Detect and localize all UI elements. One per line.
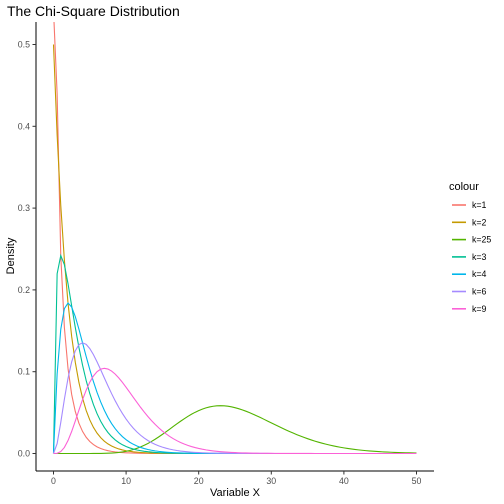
x-tick-label: 50 — [412, 476, 422, 486]
series-line-k-4 — [52, 302, 417, 455]
legend-items: k=1 k=2 k=25 k=3 k=4 k=6 k=9 — [452, 200, 491, 314]
x-tick-label: 20 — [194, 476, 204, 486]
legend-label-k-2: k=2 — [472, 217, 487, 227]
x-tick-label: 30 — [266, 476, 276, 486]
x-tick-label: 40 — [339, 476, 349, 486]
y-ticks: 0.0 0.1 0.2 0.3 0.4 0.5 — [18, 40, 36, 459]
y-tick-label: 0.2 — [18, 285, 30, 295]
series-line-k-25 — [53, 405, 417, 455]
x-axis-title: Variable X — [210, 487, 261, 499]
chart-title: The Chi-Square Distribution — [7, 3, 180, 19]
series-line-k-2 — [52, 44, 417, 455]
y-tick-label: 0.5 — [18, 40, 30, 50]
y-tick-label: 0.4 — [18, 121, 30, 131]
series-line-k-9 — [53, 367, 417, 455]
legend-label-k-25: k=25 — [472, 235, 491, 245]
legend-label-k-3: k=3 — [472, 252, 487, 262]
x-tick-label: 0 — [51, 476, 56, 486]
legend-label-k-1: k=1 — [472, 200, 487, 210]
y-tick-label: 0.3 — [18, 203, 30, 213]
plot-area: 0 10 20 30 40 50 0.0 0.1 0.2 0.3 0.4 0.5 — [18, 22, 434, 486]
series-line-k-6 — [52, 342, 417, 455]
y-axis-title: Density — [5, 237, 17, 274]
legend-label-k-6: k=6 — [472, 287, 487, 297]
legend-label-k-9: k=9 — [472, 304, 487, 314]
series-line-k-3 — [52, 253, 417, 455]
x-tick-label: 10 — [121, 476, 131, 486]
legend-label-k-4: k=4 — [472, 269, 487, 279]
x-ticks: 0 10 20 30 40 50 — [51, 471, 421, 486]
y-tick-label: 0.1 — [18, 367, 30, 377]
series-group — [52, 22, 417, 455]
legend: colour k=1 k=2 k=25 k=3 k=4 k=6 k=9 — [449, 181, 491, 314]
y-tick-label: 0.0 — [18, 449, 30, 459]
legend-title: colour — [449, 181, 479, 193]
